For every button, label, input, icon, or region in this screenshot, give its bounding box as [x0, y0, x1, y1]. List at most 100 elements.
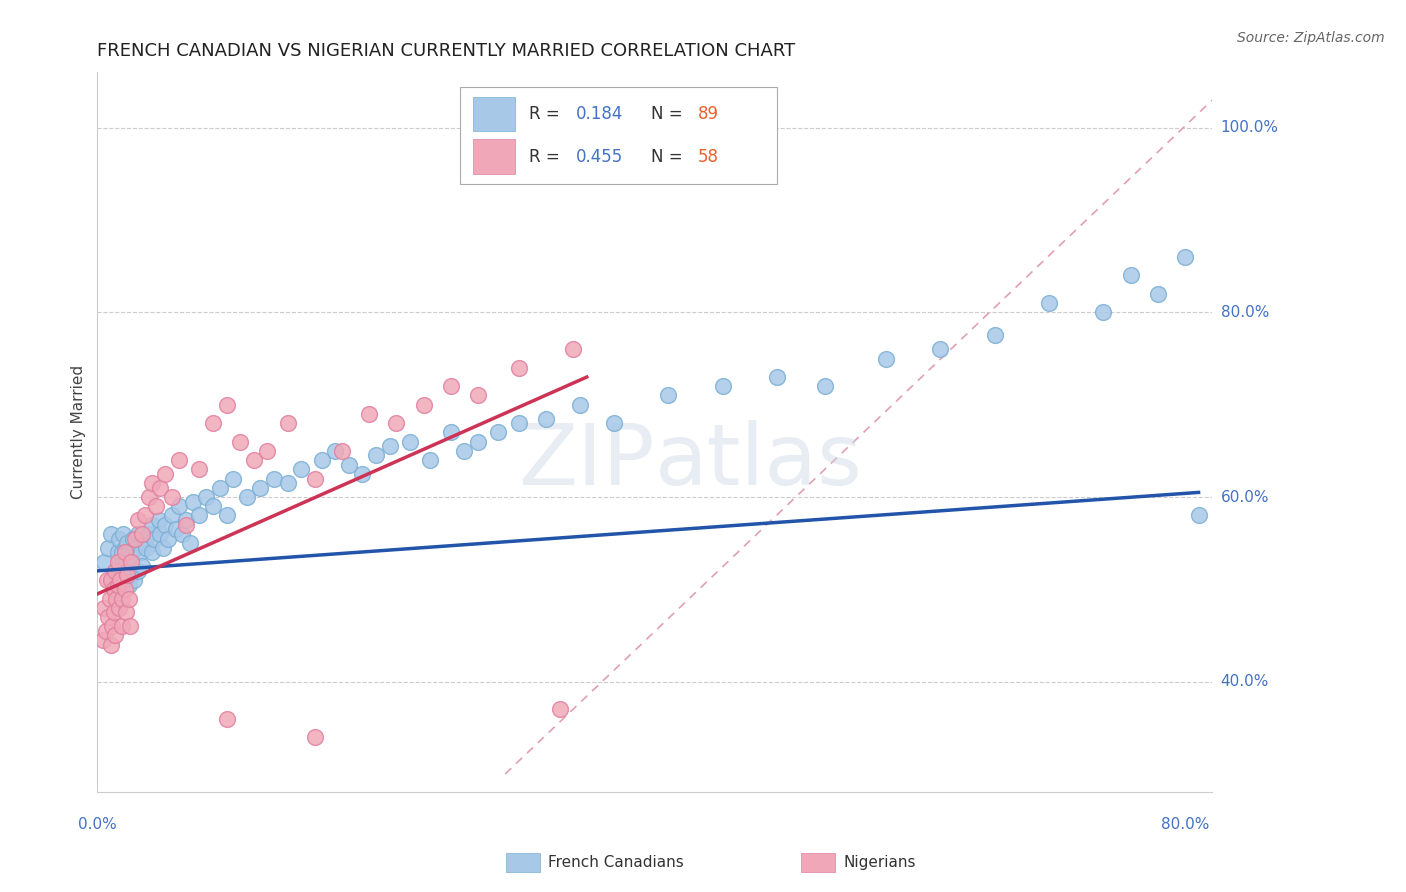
Point — [91, 633, 114, 648]
Point — [983, 328, 1005, 343]
Point — [364, 449, 387, 463]
Point — [121, 532, 143, 546]
Point — [117, 591, 139, 606]
Point — [118, 619, 141, 633]
Point — [711, 379, 734, 393]
Point — [174, 517, 197, 532]
Point — [138, 490, 160, 504]
Point — [222, 472, 245, 486]
Point — [440, 379, 463, 393]
Point — [155, 467, 177, 481]
Point — [117, 564, 139, 578]
Point — [143, 532, 166, 546]
Text: 60.0%: 60.0% — [1220, 490, 1270, 505]
Point — [242, 453, 264, 467]
Point — [1119, 268, 1142, 283]
Text: Source: ZipAtlas.com: Source: ZipAtlas.com — [1237, 31, 1385, 45]
Point — [215, 508, 238, 523]
Text: R =: R = — [529, 105, 565, 123]
Point — [195, 490, 218, 504]
Point — [170, 527, 193, 541]
Point — [229, 434, 252, 449]
Point — [467, 434, 489, 449]
Point — [108, 600, 131, 615]
Point — [508, 360, 530, 375]
Text: atlas: atlas — [655, 420, 863, 503]
Point — [114, 582, 136, 597]
Text: 80.0%: 80.0% — [1220, 305, 1268, 320]
Text: French Canadians: French Canadians — [548, 855, 685, 870]
Point — [131, 527, 153, 541]
Point — [103, 582, 125, 597]
Point — [114, 545, 136, 559]
Point — [188, 462, 211, 476]
Point — [304, 472, 326, 486]
Point — [188, 508, 211, 523]
Point — [152, 541, 174, 555]
Point — [138, 527, 160, 541]
Point — [263, 472, 285, 486]
Point — [111, 619, 134, 633]
Point — [115, 606, 138, 620]
Point — [236, 490, 259, 504]
Point — [120, 568, 142, 582]
Point — [124, 541, 146, 555]
Point — [108, 532, 131, 546]
Point — [311, 453, 333, 467]
Point — [141, 545, 163, 559]
Point — [120, 549, 142, 564]
Point — [419, 453, 441, 467]
Point — [134, 508, 156, 523]
Point — [1174, 250, 1197, 264]
Point — [100, 573, 122, 587]
Point — [129, 545, 152, 559]
Point — [359, 407, 381, 421]
Point — [290, 462, 312, 476]
Point — [174, 513, 197, 527]
Point — [141, 476, 163, 491]
Point — [117, 568, 139, 582]
Point — [165, 522, 187, 536]
Point — [256, 443, 278, 458]
Point — [114, 541, 136, 555]
Point — [1146, 287, 1168, 301]
Point — [304, 730, 326, 744]
Point — [97, 541, 120, 555]
Point — [110, 559, 132, 574]
Point — [215, 712, 238, 726]
Text: 40.0%: 40.0% — [1220, 674, 1268, 690]
Point — [508, 416, 530, 430]
Point — [101, 619, 124, 633]
Point — [453, 443, 475, 458]
Point — [534, 411, 557, 425]
Point — [105, 591, 128, 606]
Point — [117, 545, 139, 559]
Point — [127, 527, 149, 541]
Text: N =: N = — [651, 148, 689, 166]
Bar — [472, 97, 516, 131]
Point — [93, 600, 115, 615]
Point — [167, 500, 190, 514]
Point — [96, 573, 118, 587]
Point — [111, 578, 134, 592]
Point — [104, 564, 127, 578]
Point — [548, 702, 571, 716]
Point — [412, 398, 434, 412]
Text: Nigerians: Nigerians — [844, 855, 917, 870]
Point — [100, 573, 122, 587]
Point — [201, 416, 224, 430]
Text: 80.0%: 80.0% — [1161, 817, 1209, 832]
Point — [108, 573, 131, 587]
Point — [160, 490, 183, 504]
Bar — [472, 139, 516, 174]
Point — [97, 610, 120, 624]
Point — [277, 416, 299, 430]
Point — [100, 638, 122, 652]
Point — [145, 500, 167, 514]
Text: 58: 58 — [699, 148, 720, 166]
Point — [114, 568, 136, 582]
Point — [127, 513, 149, 527]
Point — [135, 541, 157, 555]
Point — [131, 559, 153, 574]
Point — [181, 494, 204, 508]
